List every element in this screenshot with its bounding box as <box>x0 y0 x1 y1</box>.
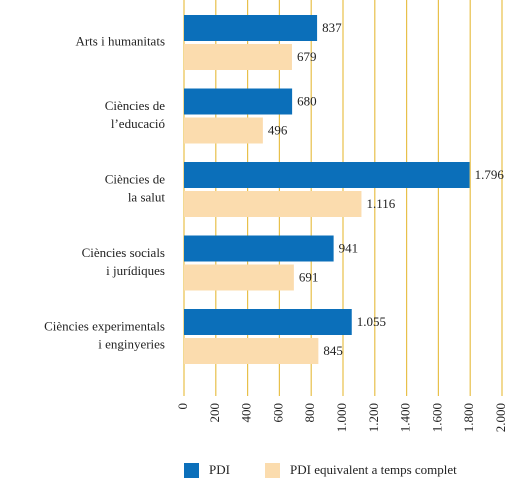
category-label: Ciències experimentals <box>44 318 165 333</box>
bar <box>184 162 470 188</box>
value-label: 691 <box>299 269 319 284</box>
x-tick-label: 200 <box>207 403 222 423</box>
x-tick-label: 600 <box>270 403 285 423</box>
x-tick-label: 1.400 <box>398 403 413 432</box>
category-label: Ciències de <box>105 171 166 186</box>
bar <box>184 338 319 364</box>
category-label: l’educació <box>111 116 165 131</box>
bar <box>184 44 292 70</box>
value-label: 1.796 <box>475 167 505 182</box>
bar <box>184 191 362 217</box>
value-label: 837 <box>322 20 342 35</box>
bar <box>184 15 318 41</box>
x-tick-label: 1.600 <box>429 403 444 432</box>
category-label: i enginyeries <box>98 336 165 351</box>
legend-swatch <box>265 463 280 478</box>
legend-label: PDI <box>209 462 230 477</box>
value-label: 845 <box>323 343 343 358</box>
bar <box>184 264 294 291</box>
category-label: la salut <box>128 189 166 204</box>
x-tick-label: 2.000 <box>493 403 508 432</box>
x-tick-label: 1.000 <box>334 403 349 432</box>
bar <box>184 117 263 144</box>
x-tick-label: 1.800 <box>461 403 476 432</box>
x-tick-label: 1.200 <box>366 403 381 432</box>
category-label: Arts i humanitats <box>75 33 165 48</box>
x-tick-label: 400 <box>239 403 254 423</box>
value-label: 1.116 <box>366 196 395 211</box>
category-label: i jurídiques <box>106 263 165 278</box>
value-label: 941 <box>339 240 359 255</box>
legend-swatch <box>184 463 199 478</box>
value-label: 680 <box>297 93 317 108</box>
legend-label: PDI equivalent a temps complet <box>290 462 457 477</box>
x-tick-label: 0 <box>175 403 190 410</box>
bar <box>184 235 334 262</box>
value-label: 496 <box>268 122 288 137</box>
category-label: Ciències socials <box>82 245 165 260</box>
category-label: Ciències de <box>105 98 166 113</box>
value-label: 1.055 <box>357 314 386 329</box>
bar <box>184 309 352 335</box>
x-tick-label: 800 <box>302 403 317 423</box>
bar <box>184 88 293 115</box>
value-label: 679 <box>297 49 317 64</box>
